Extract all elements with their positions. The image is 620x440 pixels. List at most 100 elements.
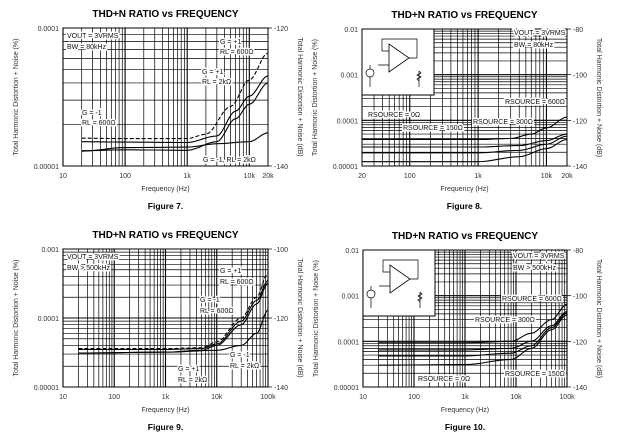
schematic-wires [369, 38, 420, 87]
plot-frame [361, 28, 568, 167]
x-tick-label: 1k [474, 173, 482, 180]
annotation-label: RL = 600Ω [82, 120, 116, 127]
series-line-1 [81, 52, 269, 140]
annotation-label: RL = 2kΩ [178, 377, 207, 384]
series-line-2 [81, 75, 269, 144]
y-tick-label: 0.0001 [38, 26, 60, 33]
annotation-label: G = +1 [202, 69, 224, 76]
y-tick-label: 0.00001 [333, 164, 358, 171]
y-tick-label: 0.001 [41, 247, 59, 254]
series-line-4 [362, 138, 568, 163]
x-axis-label: Frequency (Hz) [141, 186, 189, 193]
annotation-label: RL = 600Ω [200, 308, 234, 315]
y-right-axis-label: Total Harmonic Distortion + Noise (dB) [595, 38, 602, 157]
x-tick-label: 100 [119, 173, 131, 180]
annotation-label: G = -1, RL = 2kΩ [203, 157, 256, 164]
x-tick-label: 1k [184, 173, 192, 180]
x-tick-label: 10k [244, 173, 256, 180]
plot-frame [362, 249, 568, 388]
series-line-2 [378, 310, 568, 351]
x-axis-label: Frequency (Hz) [441, 407, 489, 414]
chart-2: THD+N RATIO vs FREQUENCY 20 100 1k 10k 20k 0.0… [312, 10, 602, 211]
y-right-tick-label: -80 [573, 248, 583, 255]
y-tick-label: 0.001 [340, 73, 358, 80]
opamp-symbol [388, 43, 410, 73]
y-axis-label: Total Harmonic Distortion + Noise (%) [313, 260, 320, 377]
x-tick-label: 20 [358, 173, 366, 180]
annotation-label: G = +1 [220, 268, 242, 275]
chart-title: THD+N RATIO vs FREQUENCY [92, 9, 239, 20]
annotation-label: BW > 500kHz [513, 265, 556, 272]
annotation-label: VOUT = 3VRMS [513, 253, 565, 260]
annotation-label: RL = 600Ω [220, 49, 254, 56]
annotation-label: G = -1 [82, 110, 102, 117]
x-tick-label: 10 [59, 173, 67, 180]
annotation-label: RL = 2kΩ [230, 363, 259, 370]
x-tick-label: 100 [408, 394, 420, 401]
annotation-label: RSOURCE = 600Ω [502, 296, 562, 303]
y-right-tick-label: -80 [573, 27, 583, 34]
x-tick-label: 10 [59, 394, 67, 401]
y-right-tick-label: -140 [274, 385, 288, 392]
schematic-inset [362, 249, 436, 317]
chart-3: THD+N RATIO vs FREQUENCY 10 100 1k 10k 100k 0.… [13, 230, 303, 432]
series-line-1 [78, 272, 269, 350]
chart-1: THD+N RATIO vs FREQUENCY 10 100 1k 10k 20k 0.0… [13, 9, 303, 211]
y-right-tick-label: -120 [573, 118, 587, 125]
plot-frame [62, 27, 269, 167]
series-line-3 [378, 312, 568, 357]
annotation-label: VOUT = 3VRMS [514, 30, 566, 37]
figure-caption: Figure 9. [148, 422, 183, 432]
chart-title: THD+N RATIO vs FREQUENCY [391, 10, 538, 21]
annotation-label: RSOURCE = 300Ω [473, 119, 533, 126]
x-axis-label: Frequency (Hz) [141, 407, 189, 414]
annotation-label: BW = 80kHz [67, 44, 107, 51]
x-tick-label: 100k [260, 394, 276, 401]
annotation-label: G = -1 [230, 352, 250, 359]
source-symbol [365, 68, 375, 78]
x-tick-label: 20k [262, 173, 274, 180]
y-right-tick-label: -140 [573, 164, 587, 171]
x-tick-label: 1k [461, 394, 469, 401]
series-line-1 [378, 303, 568, 344]
y-right-tick-label: -120 [573, 339, 587, 346]
y-tick-label: 0.0001 [38, 316, 60, 323]
x-tick-label: 100 [404, 173, 416, 180]
y-right-tick-label: -100 [573, 73, 587, 80]
x-tick-label: 100 [108, 394, 120, 401]
x-tick-label: 10k [541, 173, 553, 180]
series-line-1 [362, 116, 568, 141]
annotation-label: VOUT = 3VRMS [67, 254, 119, 261]
x-tick-label: 10 [359, 394, 367, 401]
y-right-tick-label: -140 [573, 385, 587, 392]
x-tick-label: 10k [510, 394, 522, 401]
y-right-axis-label: Total Harmonic Distortion + Noise (dB) [296, 258, 303, 377]
annotation-label: RL = 2kΩ [202, 79, 231, 86]
y-right-tick-label: -100 [573, 294, 587, 301]
annotation-label: BW > 500kHz [67, 265, 110, 272]
y-tick-label: 0.01 [345, 248, 359, 255]
y-axis-label: Total Harmonic Distortion + Noise (%) [13, 260, 20, 377]
x-tick-label: 10k [211, 394, 223, 401]
annotation-label: RSOURCE = 150Ω [505, 371, 565, 378]
series-line-4 [78, 309, 269, 354]
y-right-tick-label: -140 [274, 164, 288, 171]
series-line-4 [81, 132, 269, 152]
annotation-label: BW = 80kHz [514, 42, 554, 49]
series-line-4 [378, 314, 568, 366]
figure-caption: Figure 10. [445, 422, 485, 432]
y-tick-label: 0.0001 [337, 118, 359, 125]
load-resistor-symbol [416, 70, 422, 82]
grid [62, 248, 269, 388]
chart-title: THD+N RATIO vs FREQUENCY [392, 231, 539, 242]
annotation-label: RSOURCE = 150Ω [403, 125, 463, 132]
annotation-label: G = -1 [200, 297, 220, 304]
annotation-label: VOUT = 3VRMS [67, 33, 119, 40]
opamp-symbol [389, 264, 411, 294]
series-line-2 [362, 133, 568, 148]
annotation-label: RSOURCE = 0Ω [368, 112, 420, 119]
y-right-axis-label: Total Harmonic Distortion + Noise (dB) [296, 37, 303, 156]
figure-caption: Figure 7. [148, 201, 183, 211]
series-line-3 [362, 135, 568, 154]
annotation-label: RSOURCE = 600Ω [505, 99, 565, 106]
